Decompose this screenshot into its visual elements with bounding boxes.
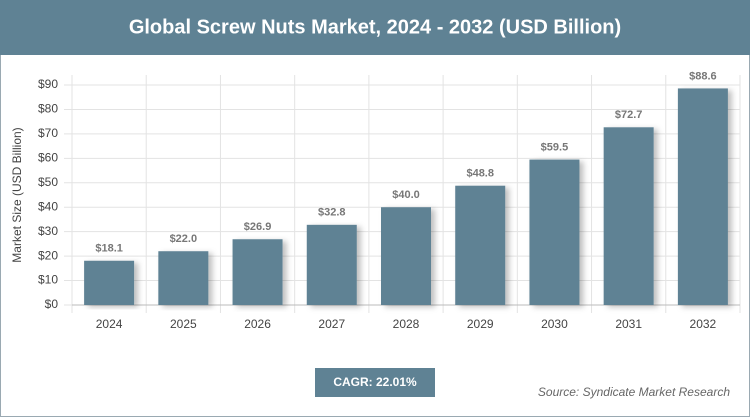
y-tick-label: $50 — [38, 175, 58, 189]
value-label: $40.0 — [392, 189, 420, 201]
value-label: $32.8 — [318, 207, 346, 219]
y-tick-label: $60 — [38, 151, 58, 165]
bar — [306, 224, 357, 305]
y-tick-label: $40 — [38, 199, 58, 213]
chart-title: Global Screw Nuts Market, 2024 - 2032 (U… — [129, 16, 621, 38]
value-label: $88.6 — [689, 70, 717, 82]
y-tick-label: $30 — [38, 224, 58, 238]
bar — [529, 159, 580, 305]
bar — [232, 239, 283, 305]
x-tick-label: 2031 — [615, 317, 642, 331]
y-axis-title: Market Size (USD Billion) — [10, 127, 24, 262]
value-label: $18.1 — [95, 243, 123, 255]
bar — [455, 185, 506, 305]
x-tick-label: 2027 — [318, 317, 345, 331]
cagr-box — [315, 368, 435, 397]
x-tick-label: 2029 — [467, 317, 494, 331]
x-tick-label: 2025 — [170, 317, 197, 331]
bar — [381, 207, 431, 305]
y-tick-label: $0 — [45, 297, 59, 311]
cagr-label: CAGR: 22.01% — [333, 375, 417, 389]
value-label: $22.0 — [170, 233, 198, 245]
bar — [603, 127, 654, 306]
x-tick-label: 2032 — [690, 317, 717, 331]
y-tick-label: $10 — [38, 273, 58, 287]
y-tick-label: $90 — [38, 77, 58, 91]
source-note: Source: Syndicate Market Research — [538, 385, 730, 399]
x-tick-label: 2026 — [244, 317, 271, 331]
x-tick-label: 2024 — [96, 317, 123, 331]
y-tick-label: $80 — [38, 102, 58, 116]
bar — [677, 88, 728, 305]
y-tick-label: $20 — [38, 248, 58, 262]
value-label: $59.5 — [541, 141, 569, 153]
bar — [84, 260, 135, 305]
value-label: $72.7 — [615, 109, 643, 121]
y-tick-label: $70 — [38, 126, 58, 140]
bar — [158, 251, 209, 305]
value-label: $26.9 — [244, 221, 272, 233]
title-bar — [0, 0, 750, 55]
value-label: $48.8 — [466, 168, 494, 180]
x-tick-label: 2028 — [393, 317, 420, 331]
x-tick-label: 2030 — [541, 317, 568, 331]
